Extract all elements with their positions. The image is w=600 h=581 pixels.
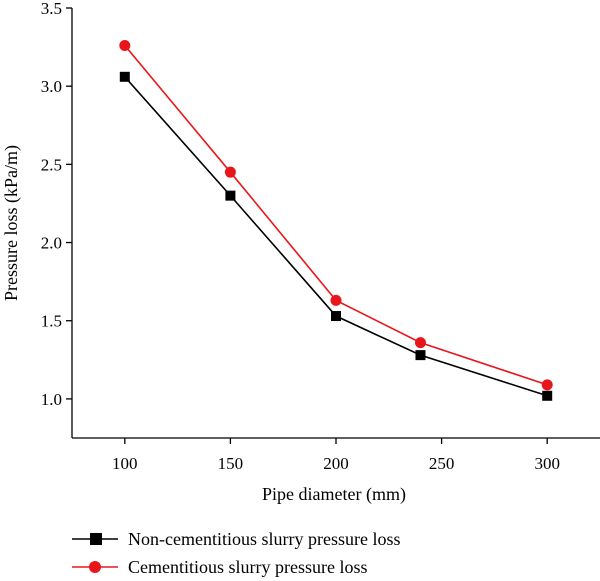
- y-tick-label: 2.0: [41, 234, 62, 253]
- x-tick-label: 200: [323, 454, 349, 473]
- series-1-point: [415, 350, 426, 361]
- series-2-point: [119, 40, 131, 52]
- legend: Non-cementitious slurry pressure loss Cem…: [72, 529, 400, 577]
- legend-circle-marker: [89, 561, 101, 573]
- series-1-point: [331, 311, 341, 322]
- x-tick-label: 300: [534, 454, 560, 473]
- legend-label: Cementitious slurry pressure loss: [128, 557, 367, 577]
- x-axis-ticks: 100 150 200 250 300: [112, 438, 560, 473]
- series-line-1: [124, 76, 548, 397]
- y-axis-title: Pressure loss (kPa/m): [1, 145, 22, 301]
- legend-square-marker: [90, 533, 102, 545]
- y-tick-label: 1.0: [41, 390, 62, 409]
- y-tick-label: 3.5: [41, 0, 62, 18]
- series-1-point: [119, 71, 130, 82]
- y-tick-label: 2.5: [41, 155, 62, 174]
- x-tick-label: 150: [218, 454, 244, 473]
- series-2-point: [541, 379, 553, 391]
- plot-area: [119, 40, 553, 401]
- x-tick-label: 100: [112, 454, 138, 473]
- series-2-point: [224, 166, 236, 178]
- series-1-point: [225, 190, 236, 201]
- x-tick-label: 250: [429, 454, 455, 473]
- legend-label: Non-cementitious slurry pressure loss: [128, 529, 400, 549]
- x-axis-title: Pipe diameter (mm): [262, 484, 406, 505]
- y-tick-label: 3.0: [41, 77, 62, 96]
- series-1-point: [542, 390, 553, 401]
- series-line-2: [124, 45, 548, 386]
- series-2-point: [414, 337, 426, 349]
- series-2-point: [330, 294, 342, 306]
- y-tick-label: 1.5: [41, 312, 62, 331]
- y-axis-ticks: 1.0 1.5 2.0 2.5 3.0 3.5: [41, 0, 72, 409]
